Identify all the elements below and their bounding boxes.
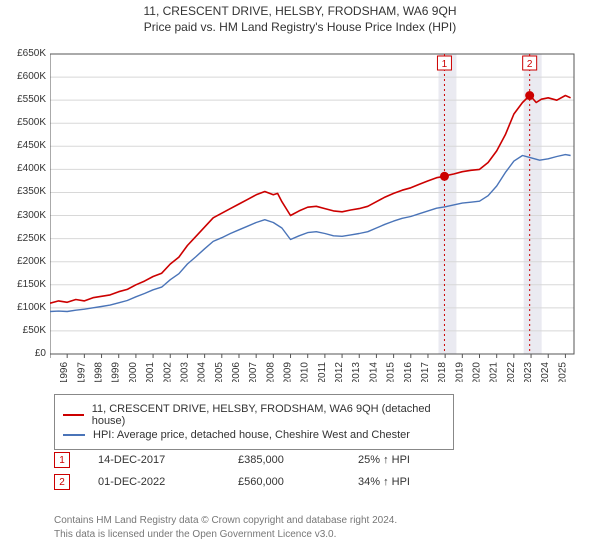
y-tick-label: £550K (17, 94, 46, 105)
svg-text:2009: 2009 (283, 362, 294, 382)
svg-text:2002: 2002 (162, 362, 173, 382)
svg-text:2011: 2011 (317, 362, 328, 382)
legend-row: HPI: Average price, detached house, Ches… (63, 429, 445, 441)
sale-price: £560,000 (238, 476, 358, 488)
svg-text:2004: 2004 (197, 362, 208, 382)
y-tick-label: £600K (17, 71, 46, 82)
y-tick-label: £450K (17, 140, 46, 151)
svg-text:2003: 2003 (179, 362, 190, 382)
legend-label: HPI: Average price, detached house, Ches… (93, 429, 410, 441)
svg-text:2007: 2007 (248, 362, 259, 382)
svg-text:2005: 2005 (214, 362, 225, 382)
chart-svg: 1 2 1995 1996 1997 1998 1999 2000 2001 2002 2003 20… (50, 48, 582, 382)
title-address: 11, CRESCENT DRIVE, HELSBY, FRODSHAM, WA… (0, 4, 600, 18)
svg-text:2000: 2000 (128, 362, 139, 382)
y-tick-label: £100K (17, 302, 46, 313)
legend-row: 11, CRESCENT DRIVE, HELSBY, FRODSHAM, WA… (63, 403, 445, 427)
svg-text:1997: 1997 (76, 362, 87, 382)
sale-marker-1: 1 (54, 452, 70, 468)
sale-marker-num: 1 (59, 455, 65, 466)
footer-line: Contains HM Land Registry data © Crown c… (54, 514, 544, 528)
svg-text:2022: 2022 (506, 362, 517, 382)
svg-text:2001: 2001 (145, 362, 156, 382)
y-tick-label: £250K (17, 233, 46, 244)
legend-swatch (63, 414, 84, 416)
y-tick-label: £200K (17, 256, 46, 267)
legend-label: 11, CRESCENT DRIVE, HELSBY, FRODSHAM, WA… (92, 403, 445, 427)
footer-attribution: Contains HM Land Registry data © Crown c… (54, 514, 544, 541)
y-tick-label: £300K (17, 210, 46, 221)
chart-plot-area: 1 2 1995 1996 1997 1998 1999 2000 2001 2002 2003 20… (50, 48, 582, 382)
svg-text:2020: 2020 (472, 362, 483, 382)
y-tick-label: £400K (17, 163, 46, 174)
table-row: 1 14-DEC-2017 £385,000 25% ↑ HPI (54, 452, 544, 468)
svg-text:2013: 2013 (351, 362, 362, 382)
svg-text:2016: 2016 (403, 362, 414, 382)
svg-text:2010: 2010 (300, 362, 311, 382)
y-tick-label: £500K (17, 117, 46, 128)
svg-text:2017: 2017 (420, 362, 431, 382)
svg-text:2008: 2008 (265, 362, 276, 382)
svg-text:1996: 1996 (59, 362, 70, 382)
svg-text:2012: 2012 (334, 362, 345, 382)
svg-text:2018: 2018 (437, 362, 448, 382)
sale-delta: 25% ↑ HPI (358, 454, 478, 466)
y-tick-label: £350K (17, 186, 46, 197)
y-tick-label: £0 (35, 348, 46, 359)
svg-text:2006: 2006 (231, 362, 242, 382)
svg-text:1995: 1995 (50, 362, 53, 382)
sale-delta: 34% ↑ HPI (358, 476, 478, 488)
chart-container: { "titles": { "line1": "11, CRESCENT DRI… (0, 0, 600, 560)
legend-swatch (63, 434, 85, 436)
chart-titles: 11, CRESCENT DRIVE, HELSBY, FRODSHAM, WA… (0, 0, 600, 34)
legend: 11, CRESCENT DRIVE, HELSBY, FRODSHAM, WA… (54, 394, 454, 450)
svg-text:1998: 1998 (94, 362, 105, 382)
svg-text:1999: 1999 (111, 362, 122, 382)
title-subtitle: Price paid vs. HM Land Registry's House … (0, 20, 600, 34)
sale-marker-2: 2 (54, 474, 70, 490)
svg-text:2019: 2019 (454, 362, 465, 382)
y-tick-label: £50K (23, 325, 46, 336)
sale-marker-num: 2 (59, 477, 65, 488)
svg-text:2: 2 (527, 59, 533, 70)
svg-text:2025: 2025 (557, 362, 568, 382)
footer-line: This data is licensed under the Open Gov… (54, 528, 544, 542)
svg-text:2021: 2021 (489, 362, 500, 382)
svg-text:1: 1 (442, 59, 448, 70)
sale-date: 01-DEC-2022 (98, 476, 238, 488)
sale-price: £385,000 (238, 454, 358, 466)
sales-table: 1 14-DEC-2017 £385,000 25% ↑ HPI 2 01-DE… (54, 446, 544, 496)
table-row: 2 01-DEC-2022 £560,000 34% ↑ HPI (54, 474, 544, 490)
svg-text:2023: 2023 (523, 362, 534, 382)
y-tick-label: £150K (17, 279, 46, 290)
svg-text:2024: 2024 (540, 362, 551, 382)
svg-text:2014: 2014 (368, 362, 379, 382)
svg-text:2015: 2015 (386, 362, 397, 382)
y-tick-label: £650K (17, 48, 46, 59)
sale-date: 14-DEC-2017 (98, 454, 238, 466)
